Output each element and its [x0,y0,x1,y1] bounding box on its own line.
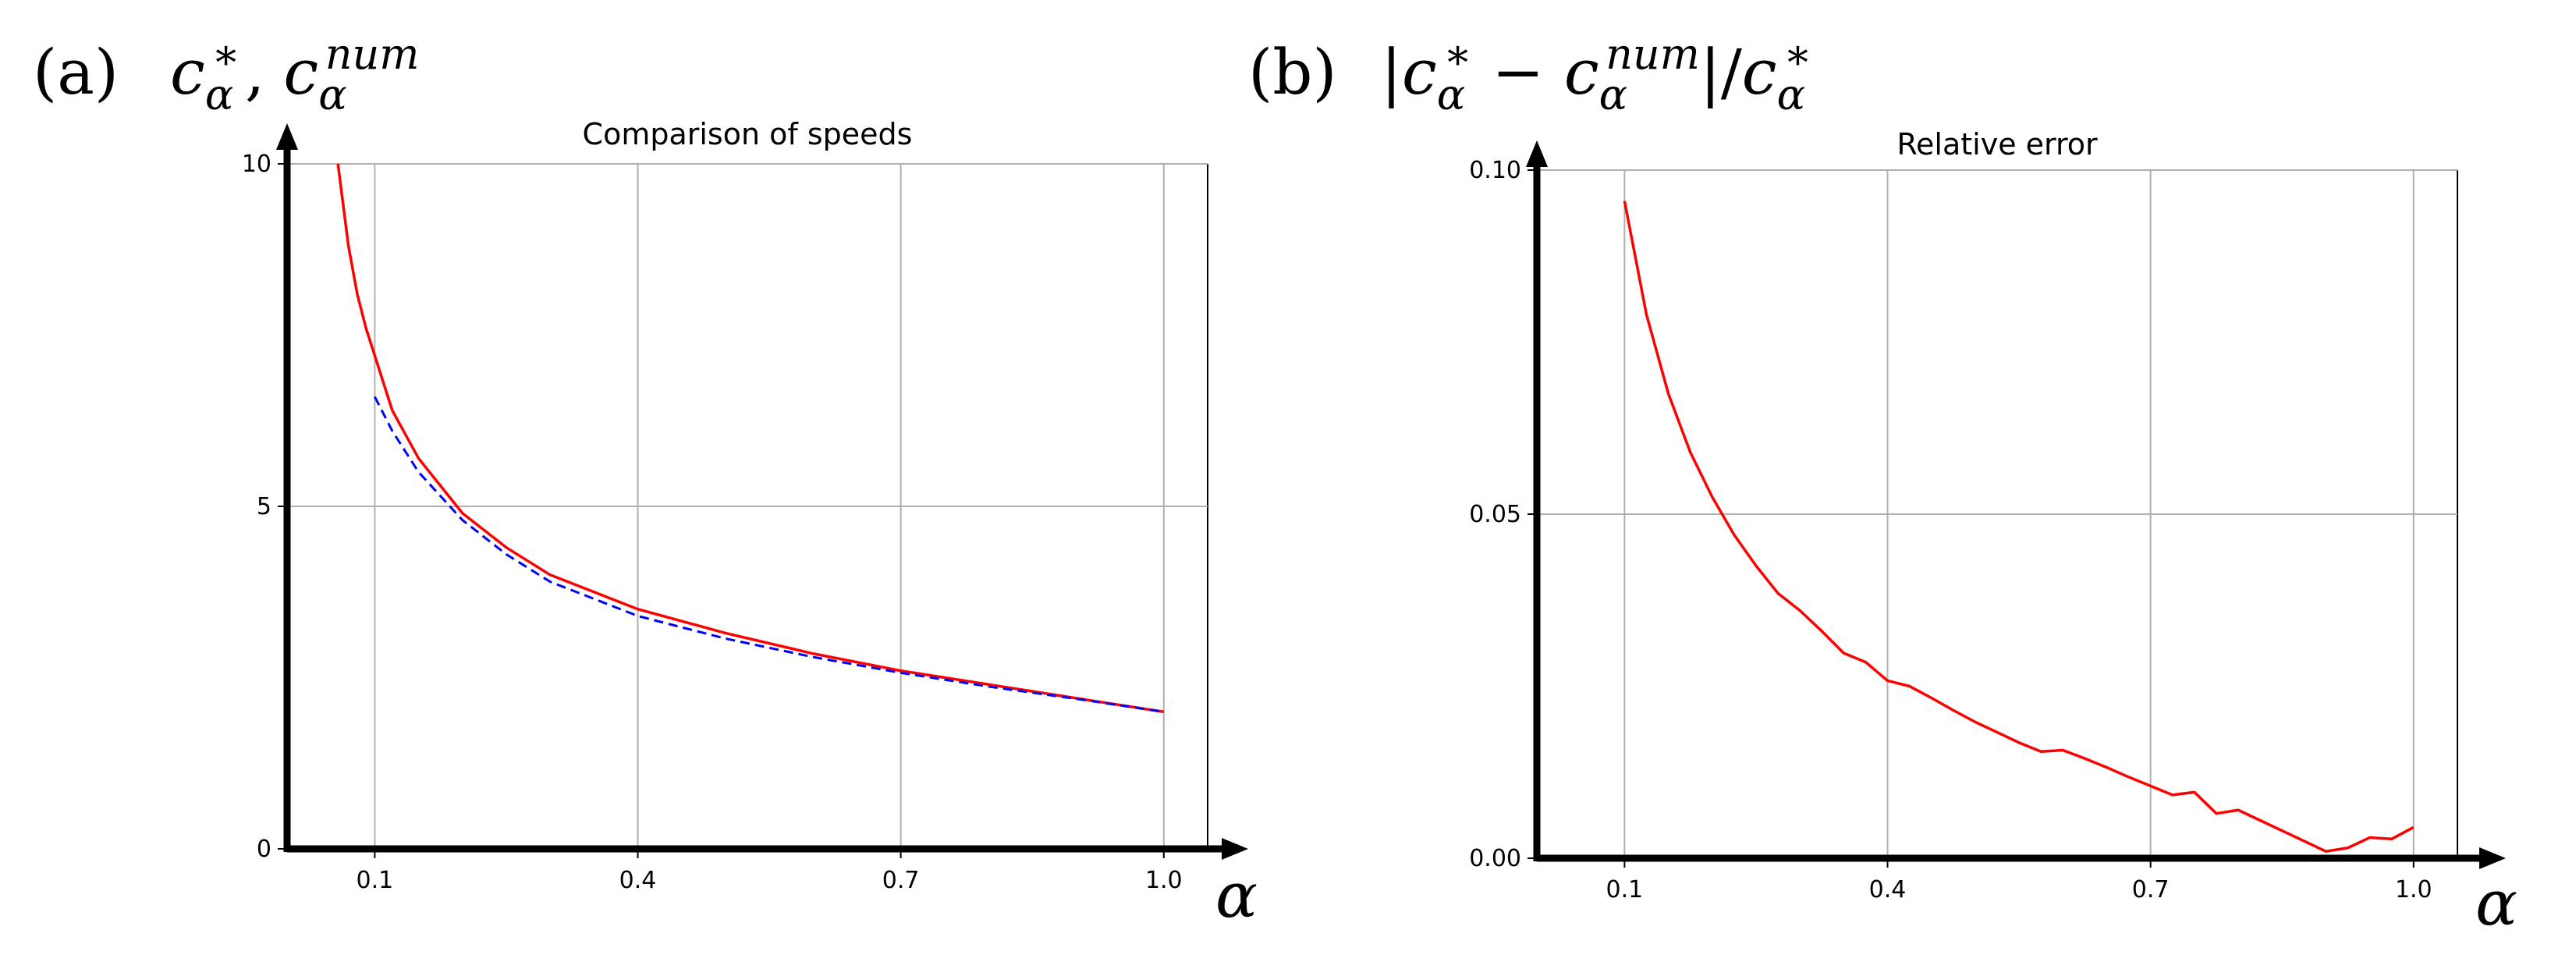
chart-title: Comparison of speeds [583,117,913,151]
x-axis-label: α [2475,867,2517,939]
y-tick-label: 0.00 [1469,845,1521,872]
y-axis-arrow [276,123,298,150]
panel-a-label: (a) [33,36,119,108]
y-tick-label: 0.05 [1469,501,1521,528]
y-tick-label: 0 [257,836,271,863]
chart-panel-b: 0.1 0.4 0.7 1.0 0.00 0.05 0.10 Relative error α [1469,127,2517,939]
panel-a-heading: cα∗, cαnum [170,30,419,119]
chart-panel-a: 0.1 0.4 0.7 1.0 0 5 10 Comparison of speeds α [242,117,1258,932]
x-tick-label: 0.1 [1606,876,1644,903]
x-tick-label: 0.4 [619,867,657,894]
y-axis-arrow [1526,140,1548,167]
chart-title: Relative error [1897,127,2098,162]
x-tick-label: 1.0 [2395,876,2432,903]
series-line-1 [1623,201,2415,853]
x-tick-label: 0.7 [882,867,920,894]
y-tick-label: 0.10 [1469,157,1521,184]
series-line-1 [336,163,1165,714]
x-tick-label: 0.4 [1869,876,1907,903]
x-tick-label: 0.1 [357,867,394,894]
x-axis-arrow [2479,847,2506,869]
x-tick-label: 0.7 [2132,876,2170,903]
x-axis-label: α [1215,859,1258,932]
x-tick-label: 1.0 [1145,867,1183,894]
panel-b-heading: |cα∗ − cαnum|/cα∗ [1381,30,1812,119]
y-tick-label: 10 [242,151,271,178]
panel-b-label: (b) [1248,36,1337,108]
x-axis-arrow [1222,838,1248,860]
series-line-2 [374,396,1165,713]
y-tick-label: 5 [257,493,271,520]
